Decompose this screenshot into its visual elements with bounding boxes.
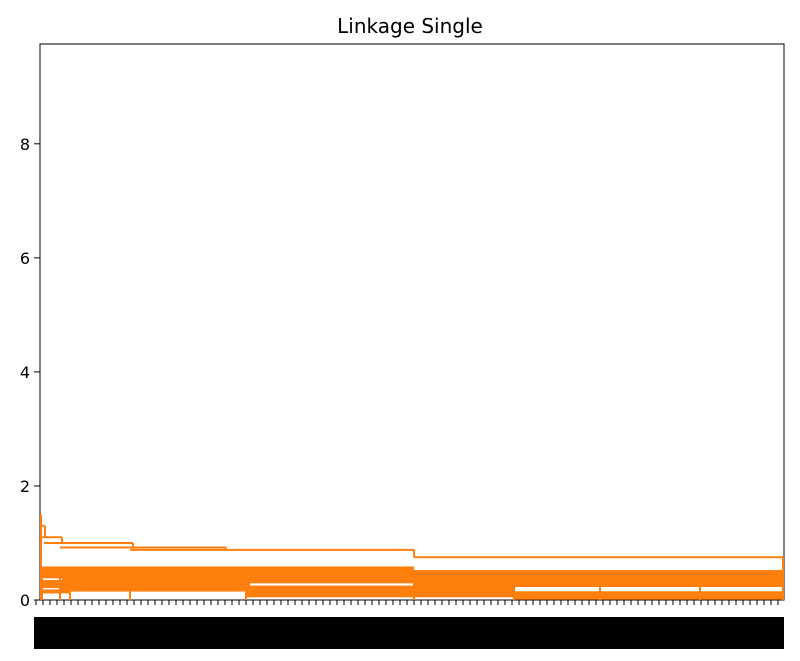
dendrogram-link-bundle	[414, 573, 783, 588]
y-tick-label: 4	[20, 363, 30, 382]
x-leaf-labels-overlap	[34, 617, 784, 649]
x-axis-leaf-labels	[34, 600, 784, 649]
plot-area-frame	[39, 43, 785, 601]
y-tick-label: 2	[20, 477, 30, 496]
dendrogram-links	[40, 514, 784, 600]
dendrogram-link-bundle	[60, 585, 514, 592]
dendrogram-link-bundle	[42, 580, 250, 589]
dendrogram-link-bundle	[514, 594, 783, 600]
chart-title: Linkage Single	[337, 14, 483, 38]
dendrogram-link-bundle	[42, 589, 70, 594]
dendrogram-link-bundle	[130, 573, 414, 584]
y-tick-label: 8	[20, 135, 30, 154]
y-tick-label: 6	[20, 249, 30, 268]
y-tick-label: 0	[20, 591, 30, 610]
y-axis-ticks: 0 2 4 6 8	[20, 135, 40, 610]
